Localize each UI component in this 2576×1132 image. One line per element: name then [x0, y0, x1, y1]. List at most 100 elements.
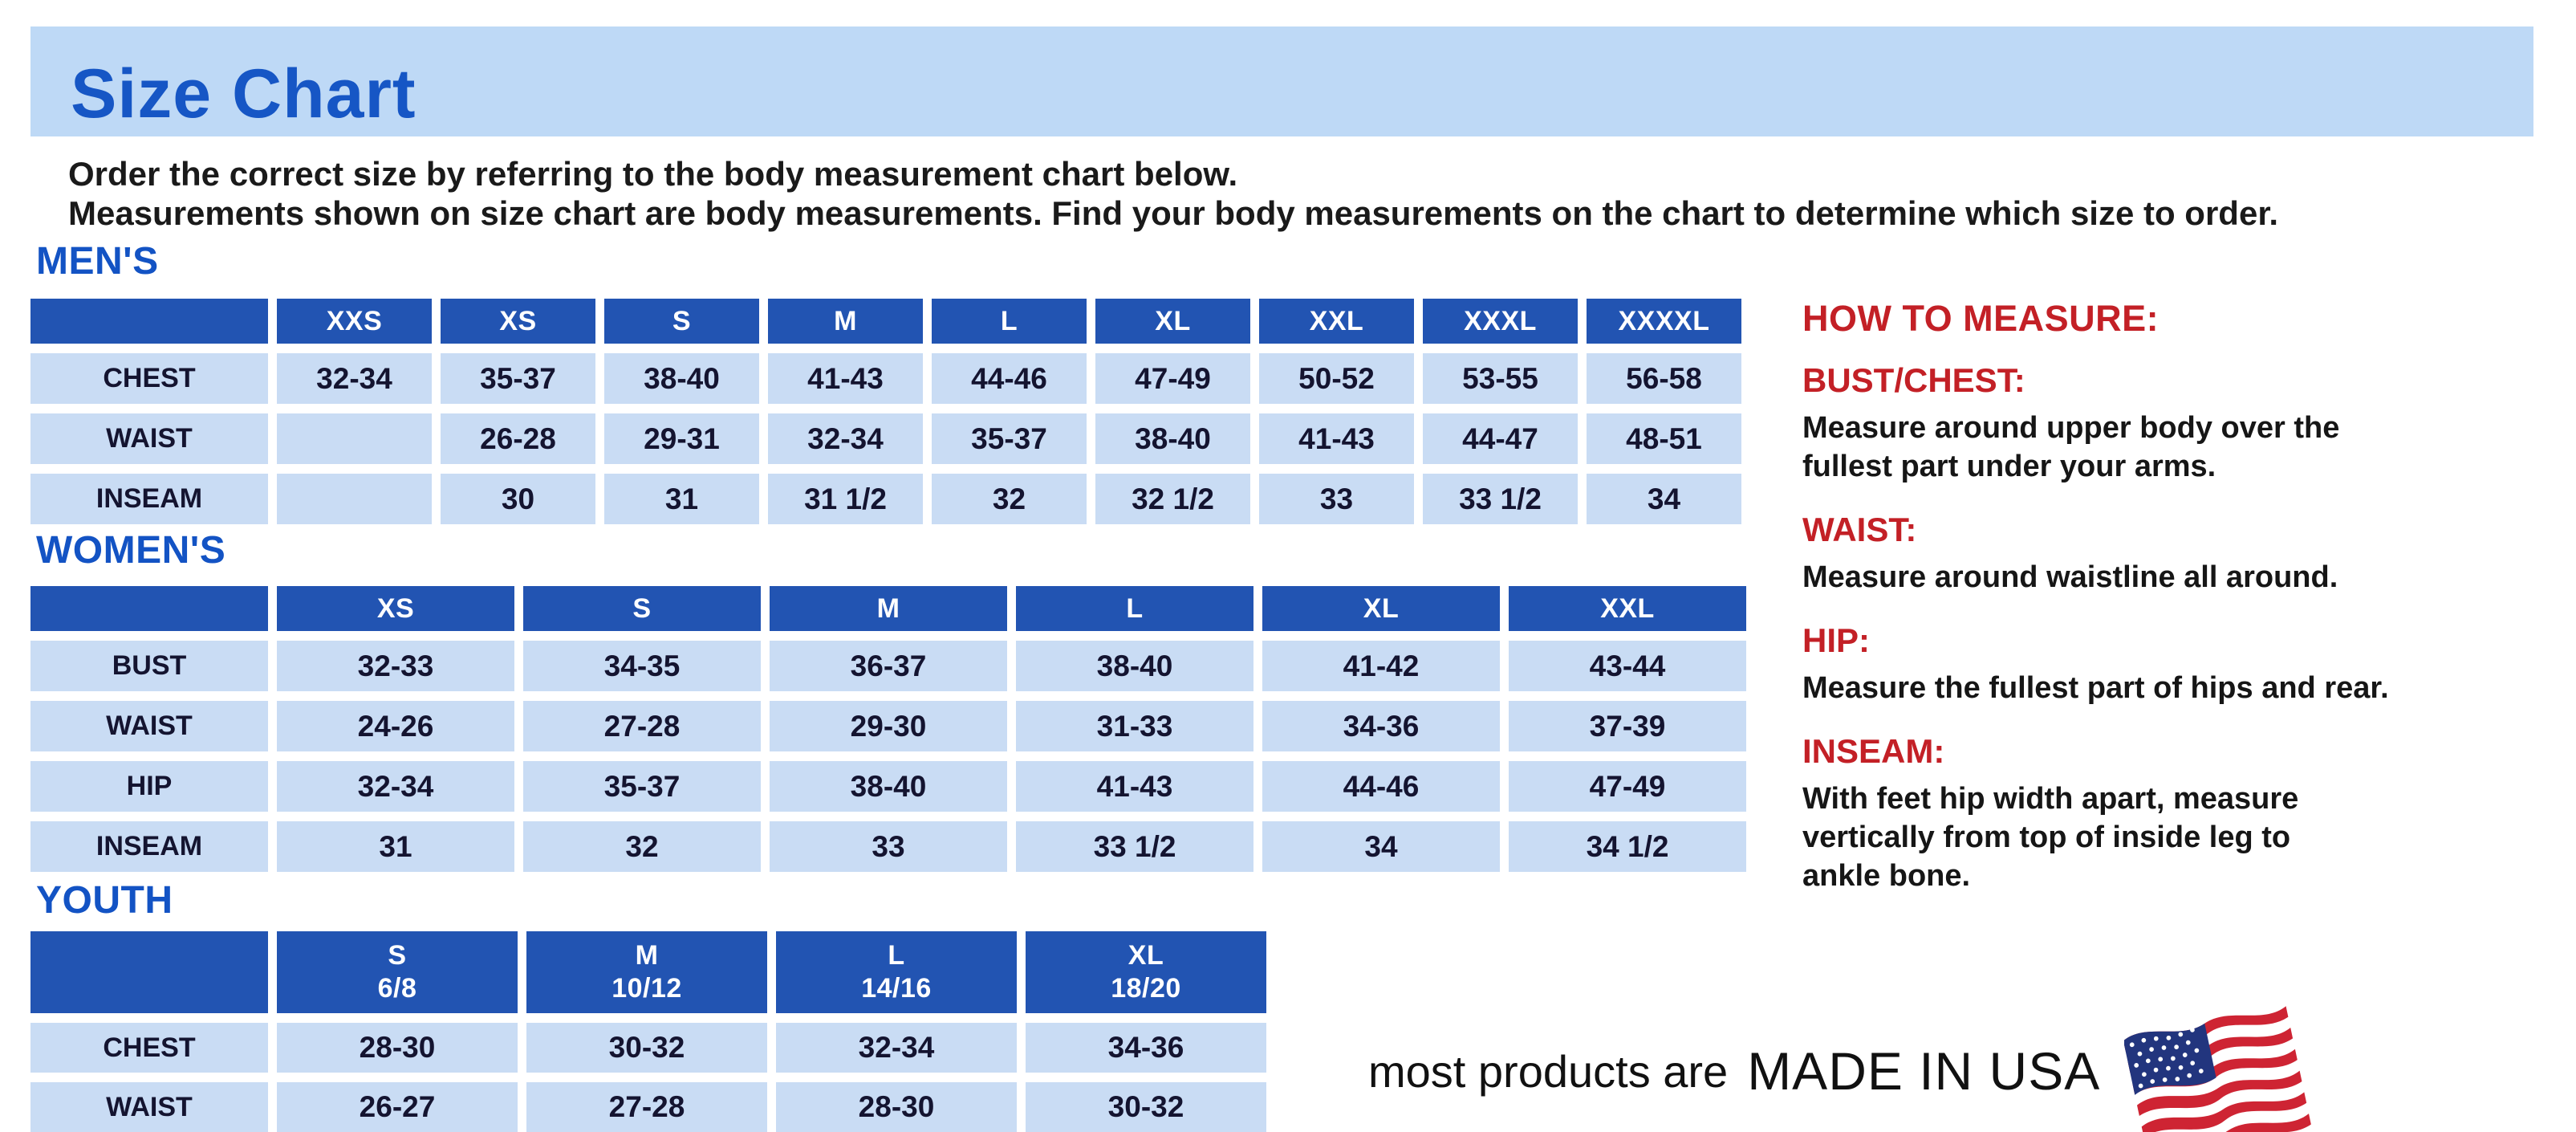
- size-value-cell: 56-58: [1587, 353, 1741, 404]
- size-value-cell: 27-28: [523, 701, 761, 751]
- size-value-cell: 44-46: [1262, 761, 1500, 812]
- size-value-cell: 32-34: [277, 761, 514, 812]
- size-value-cell: 41-43: [1259, 413, 1414, 464]
- size-value-cell: 48-51: [1587, 413, 1741, 464]
- size-col-range: 6/8: [377, 973, 417, 1004]
- womens-section-heading: WOMEN'S: [36, 529, 226, 572]
- size-value-cell: 31 1/2: [768, 474, 923, 524]
- row-label-cell: WAIST: [30, 1082, 268, 1132]
- table-corner-cell: [30, 931, 268, 1013]
- size-col-header: XS: [441, 299, 595, 344]
- us-flag-icon: [2124, 1006, 2312, 1132]
- size-col-header: XL: [1095, 299, 1250, 344]
- size-value-cell: 38-40: [604, 353, 759, 404]
- youth-section-heading: YOUTH: [36, 879, 173, 922]
- intro-line-2: Measurements shown on size chart are bod…: [68, 194, 2279, 232]
- size-value-cell: 34: [1262, 821, 1500, 872]
- intro-text: Order the correct size by referring to t…: [68, 154, 2278, 233]
- row-label-cell: WAIST: [30, 701, 268, 751]
- row-label-cell: INSEAM: [30, 821, 268, 872]
- size-value-cell: 34-36: [1026, 1023, 1266, 1073]
- size-value-cell: [277, 413, 432, 464]
- size-col-header: M: [770, 586, 1007, 631]
- size-value-cell: 30-32: [1026, 1082, 1266, 1132]
- size-value-cell: 28-30: [776, 1082, 1017, 1132]
- size-value-cell: 43-44: [1509, 641, 1746, 691]
- size-value-cell: 41-43: [1016, 761, 1253, 812]
- size-value-cell: 34 1/2: [1509, 821, 1746, 872]
- size-value-cell: [277, 474, 432, 524]
- size-value-cell: 53-55: [1423, 353, 1578, 404]
- size-value-cell: 27-28: [526, 1082, 767, 1132]
- mens-size-table: XXS XS S M L XL XXL XXXL XXXXL CHEST 32-34 35-37 38-…: [30, 299, 1741, 524]
- size-value-cell: 31-33: [1016, 701, 1253, 751]
- measure-term-waist: WAIST:: [1802, 511, 1917, 548]
- size-value-cell: 28-30: [277, 1023, 518, 1073]
- size-value-cell: 32-33: [277, 641, 514, 691]
- size-col-header: XXS: [277, 299, 432, 344]
- size-value-cell: 29-31: [604, 413, 759, 464]
- row-label-cell: CHEST: [30, 1023, 268, 1073]
- size-value-cell: 44-47: [1423, 413, 1578, 464]
- table-corner-cell: [30, 299, 268, 344]
- size-col-range: 14/16: [861, 973, 932, 1004]
- size-value-cell: 35-37: [932, 413, 1087, 464]
- size-value-cell: 34-35: [523, 641, 761, 691]
- page-title: Size Chart: [71, 55, 416, 132]
- table-corner-cell: [30, 586, 268, 631]
- made-in-usa-prefix: most products are: [1368, 1045, 1729, 1097]
- size-value-cell: 36-37: [770, 641, 1007, 691]
- size-col-header: M 10/12: [526, 931, 767, 1013]
- size-value-cell: 47-49: [1509, 761, 1746, 812]
- size-col-header: S: [523, 586, 761, 631]
- size-value-cell: 30: [441, 474, 595, 524]
- size-col-header: S: [604, 299, 759, 344]
- row-label-cell: WAIST: [30, 413, 268, 464]
- size-col-header: S 6/8: [277, 931, 518, 1013]
- size-value-cell: 34: [1587, 474, 1741, 524]
- row-label-cell: BUST: [30, 641, 268, 691]
- size-value-cell: 35-37: [523, 761, 761, 812]
- size-col-header: XS: [277, 586, 514, 631]
- size-col-range: 10/12: [611, 973, 682, 1004]
- intro-line-1: Order the correct size by referring to t…: [68, 155, 1238, 193]
- size-value-cell: 31: [604, 474, 759, 524]
- size-value-cell: 33 1/2: [1016, 821, 1253, 872]
- measure-term-inseam: INSEAM:: [1802, 732, 1945, 770]
- size-value-cell: 32: [523, 821, 761, 872]
- size-value-cell: 50-52: [1259, 353, 1414, 404]
- size-value-cell: 26-28: [441, 413, 595, 464]
- made-in-usa-banner: most products are MADE IN USA: [1368, 986, 2325, 1132]
- size-value-cell: 35-37: [441, 353, 595, 404]
- size-col-range: 18/20: [1111, 973, 1181, 1004]
- mens-section-heading: MEN'S: [36, 240, 159, 283]
- size-value-cell: 44-46: [932, 353, 1087, 404]
- size-value-cell: 33: [770, 821, 1007, 872]
- size-value-cell: 24-26: [277, 701, 514, 751]
- size-col-size: XL: [1128, 940, 1164, 971]
- measure-desc-waist: Measure around waistline all around.: [1802, 560, 2338, 594]
- size-value-cell: 38-40: [770, 761, 1007, 812]
- size-col-size: M: [635, 940, 659, 971]
- size-value-cell: 41-42: [1262, 641, 1500, 691]
- size-col-header: XXL: [1259, 299, 1414, 344]
- size-value-cell: 32-34: [277, 353, 432, 404]
- size-value-cell: 31: [277, 821, 514, 872]
- size-value-cell: 38-40: [1016, 641, 1253, 691]
- row-label-cell: HIP: [30, 761, 268, 812]
- youth-size-table: S 6/8 M 10/12 L 14/16 XL 18/20 CHEST 28-30 30-32 32…: [30, 931, 1266, 1132]
- size-col-header: M: [768, 299, 923, 344]
- size-col-header: L: [932, 299, 1087, 344]
- size-value-cell: 34-36: [1262, 701, 1500, 751]
- row-label-cell: CHEST: [30, 353, 268, 404]
- measure-desc-inseam: With feet hip width apart, measure verti…: [1802, 782, 2299, 893]
- how-to-measure-section: HOW TO MEASURE: BUST/CHEST: Measure arou…: [1802, 300, 2525, 895]
- size-value-cell: 32: [932, 474, 1087, 524]
- size-value-cell: 32 1/2: [1095, 474, 1250, 524]
- size-col-header: XXL: [1509, 586, 1746, 631]
- size-col-size: L: [888, 940, 905, 971]
- header-band: Size Chart: [30, 26, 2533, 136]
- size-col-header: XL: [1262, 586, 1500, 631]
- size-col-header: XXXXL: [1587, 299, 1741, 344]
- womens-size-table: XS S M L XL XXL BUST 32-33 34-35 36-37 38-40 41-42 4…: [30, 586, 1746, 872]
